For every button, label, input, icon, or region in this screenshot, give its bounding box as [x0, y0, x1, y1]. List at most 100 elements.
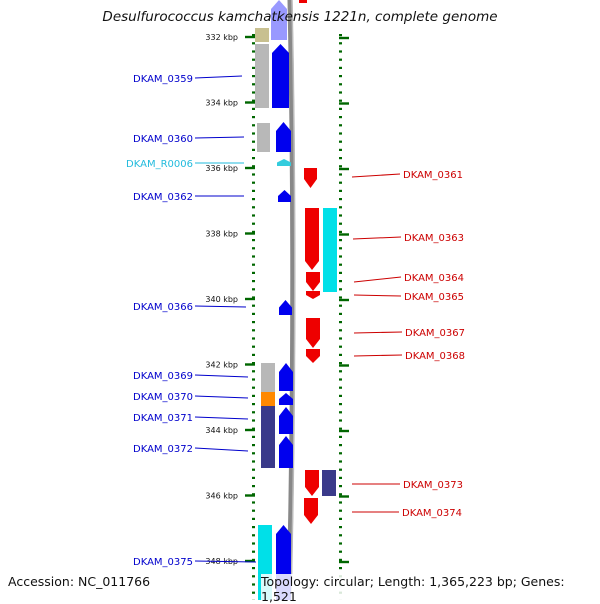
gene-label-left[interactable]: DKAM_0372: [133, 444, 193, 455]
cog-bar[interactable]: [257, 123, 270, 152]
minor-tick-left: [252, 149, 255, 151]
cog-bar[interactable]: [255, 44, 269, 108]
gene-label-left[interactable]: DKAM_0360: [133, 134, 193, 145]
gene-arrow-forward[interactable]: [276, 122, 291, 152]
minor-tick-left: [252, 518, 255, 520]
minor-tick-right: [339, 378, 342, 380]
gene-arrow-reverse[interactable]: [304, 168, 317, 188]
leader-line: [354, 277, 401, 282]
major-tick-left: [245, 36, 255, 38]
gene-label-left[interactable]: DKAM_0370: [133, 392, 193, 403]
minor-tick-right: [339, 567, 342, 569]
minor-tick-left: [252, 42, 255, 44]
cog-bar[interactable]: [261, 392, 275, 406]
minor-tick-right: [339, 501, 342, 503]
gene-label-right[interactable]: DKAM_0373: [403, 480, 463, 491]
gene-label-left[interactable]: DKAM_0375: [133, 557, 193, 568]
gene-arrow-reverse[interactable]: [299, 0, 307, 3]
minor-tick-left: [252, 592, 255, 594]
minor-tick-left: [252, 132, 255, 134]
major-tick-right: [339, 495, 349, 497]
minor-tick-left: [252, 91, 255, 93]
minor-tick-left: [252, 280, 255, 282]
minor-tick-left: [252, 551, 255, 553]
minor-tick-right: [339, 198, 342, 200]
gene-label-left[interactable]: DKAM_0366: [133, 302, 193, 313]
minor-tick-left: [252, 190, 255, 192]
minor-tick-right: [339, 50, 342, 52]
major-tick-left: [245, 232, 255, 234]
gene-label-right[interactable]: DKAM_0374: [402, 508, 462, 519]
gene-arrow-reverse[interactable]: [306, 318, 320, 348]
minor-tick-right: [339, 75, 342, 77]
minor-tick-left: [252, 329, 255, 331]
minor-tick-left: [252, 214, 255, 216]
leader-line: [353, 237, 401, 239]
gene-label-left[interactable]: DKAM_R0006: [126, 159, 193, 170]
cog-bar[interactable]: [261, 406, 275, 468]
minor-tick-left: [252, 124, 255, 126]
gene-arrow-reverse[interactable]: [305, 470, 319, 496]
minor-tick-right: [339, 296, 342, 298]
cog-bar[interactable]: [323, 208, 337, 292]
gene-label-right[interactable]: DKAM_0363: [404, 233, 464, 244]
minor-tick-right: [339, 493, 342, 495]
major-tick-left: [245, 101, 255, 103]
minor-tick-right: [339, 452, 342, 454]
cog-bar[interactable]: [322, 470, 336, 496]
gene-arrow-reverse[interactable]: [306, 272, 320, 291]
minor-tick-right: [339, 132, 342, 134]
gene-label-right[interactable]: DKAM_0368: [405, 351, 465, 362]
major-tick-right: [339, 168, 349, 170]
major-tick-left: [245, 429, 255, 431]
gene-label-right[interactable]: DKAM_0365: [404, 292, 464, 303]
gene-label-left[interactable]: DKAM_0371: [133, 413, 193, 424]
leader-line: [354, 355, 402, 356]
major-tick-left: [245, 494, 255, 496]
minor-tick-left: [252, 575, 255, 577]
rna-arrow-forward[interactable]: [277, 159, 291, 166]
major-tick-right: [339, 364, 349, 366]
gene-label-right[interactable]: DKAM_0367: [405, 328, 465, 339]
gene-arrow-reverse[interactable]: [305, 208, 319, 270]
cog-bar[interactable]: [255, 28, 269, 42]
minor-tick-left: [252, 469, 255, 471]
minor-tick-left: [252, 247, 255, 249]
minor-tick-right: [339, 157, 342, 159]
gene-arrow-reverse[interactable]: [306, 349, 320, 363]
major-tick-left: [245, 298, 255, 300]
gene-arrow-forward[interactable]: [278, 190, 291, 202]
minor-tick-right: [339, 100, 342, 102]
gene-label-right[interactable]: DKAM_0364: [404, 273, 464, 284]
minor-tick-right: [339, 354, 342, 356]
gene-arrow-forward[interactable]: [279, 300, 292, 315]
ruler-label: 332 kbp: [205, 33, 238, 42]
minor-tick-left: [252, 157, 255, 159]
cog-bar[interactable]: [261, 363, 275, 392]
minor-tick-right: [339, 247, 342, 249]
minor-tick-right: [339, 403, 342, 405]
ruler-label: 342 kbp: [205, 361, 238, 370]
minor-tick-right: [339, 395, 342, 397]
minor-tick-right: [339, 91, 342, 93]
gene-arrow-forward[interactable]: [272, 44, 289, 108]
gene-label-left[interactable]: DKAM_0362: [133, 192, 193, 203]
minor-tick-left: [252, 50, 255, 52]
gene-label-left[interactable]: DKAM_0359: [133, 74, 193, 85]
major-tick-right: [339, 37, 349, 39]
minor-tick-left: [252, 116, 255, 118]
minor-tick-right: [339, 190, 342, 192]
minor-tick-right: [339, 149, 342, 151]
gene-arrow-reverse[interactable]: [304, 498, 318, 524]
gene-label-right[interactable]: DKAM_0361: [403, 170, 463, 181]
minor-tick-right: [339, 477, 342, 479]
gene-label-left[interactable]: DKAM_0369: [133, 371, 193, 382]
minor-tick-right: [339, 173, 342, 175]
minor-tick-left: [252, 198, 255, 200]
minor-tick-left: [252, 272, 255, 274]
gene-arrow-reverse[interactable]: [306, 291, 320, 299]
minor-tick-right: [339, 518, 342, 520]
minor-tick-right: [339, 124, 342, 126]
